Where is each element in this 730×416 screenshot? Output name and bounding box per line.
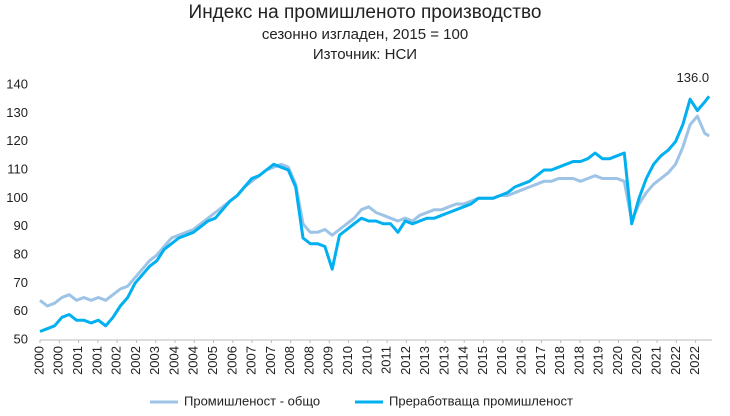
y-tick-label: 120 xyxy=(6,133,28,148)
x-tick-label: 2000 xyxy=(51,346,66,375)
y-tick-label: 60 xyxy=(14,303,28,318)
x-tick-label: 2008 xyxy=(282,346,297,375)
legend-label: Преработваща промишленост xyxy=(389,393,573,408)
x-tick-label: 2004 xyxy=(186,346,201,375)
x-tick-label: 2014 xyxy=(456,346,471,375)
x-tick-label: 2002 xyxy=(109,346,124,375)
y-tick-label: 110 xyxy=(7,161,28,176)
y-tick-label: 100 xyxy=(6,190,28,205)
y-tick-label: 140 xyxy=(6,76,28,91)
x-tick-label: 2022 xyxy=(668,346,683,375)
x-tick-label: 2017 xyxy=(533,346,548,375)
x-tick-label: 2016 xyxy=(494,346,509,375)
x-tick-label: 2019 xyxy=(591,346,606,375)
x-tick-label: 2016 xyxy=(514,346,529,375)
series-line xyxy=(39,95,711,333)
x-tick-label: 2018 xyxy=(571,346,586,375)
x-tick-label: 2020 xyxy=(629,346,644,375)
y-tick-label: 50 xyxy=(14,331,28,346)
x-tick-label: 2002 xyxy=(128,346,143,375)
x-tick-label: 2015 xyxy=(475,346,490,375)
x-tick-label: 2001 xyxy=(89,346,104,375)
x-tick-label: 2021 xyxy=(649,346,664,375)
x-tick-label: 2020 xyxy=(610,346,625,375)
y-tick-label: 80 xyxy=(14,246,28,261)
chart-title: Индекс на промишленото производство xyxy=(189,2,542,23)
x-tick-label: 2018 xyxy=(552,346,567,375)
x-tick-label: 2003 xyxy=(147,346,162,375)
x-tick-label: 2012 xyxy=(398,346,413,375)
series-line xyxy=(39,114,710,308)
x-tick-label: 2010 xyxy=(359,346,374,375)
x-tick-label: 2004 xyxy=(166,346,181,375)
x-tick-label: 2005 xyxy=(205,346,220,375)
legend-label: Промишленост - общо xyxy=(184,393,320,408)
x-tick-label: 2011 xyxy=(379,346,394,374)
chart-subtitle: сезонно изгладен, 2015 = 100 xyxy=(262,26,468,43)
data-label: 136.0 xyxy=(677,70,710,85)
y-tick-label: 130 xyxy=(6,105,28,120)
y-tick-label: 90 xyxy=(14,218,28,233)
x-tick-label: 2013 xyxy=(436,346,451,375)
x-tick-label: 2006 xyxy=(224,346,239,375)
x-tick-label: 2007 xyxy=(263,346,278,375)
y-tick-label: 70 xyxy=(14,275,28,290)
x-tick-label: 2010 xyxy=(340,346,355,375)
x-tick-label: 2000 xyxy=(31,346,46,375)
x-tick-label: 2013 xyxy=(417,346,432,375)
x-tick-label: 2022 xyxy=(687,346,702,375)
x-tick-label: 2001 xyxy=(70,346,85,375)
chart-source: Източник: НСИ xyxy=(313,46,417,63)
x-tick-label: 2008 xyxy=(301,346,316,375)
x-tick-label: 2007 xyxy=(244,346,259,375)
x-tick-label: 2009 xyxy=(321,346,336,375)
